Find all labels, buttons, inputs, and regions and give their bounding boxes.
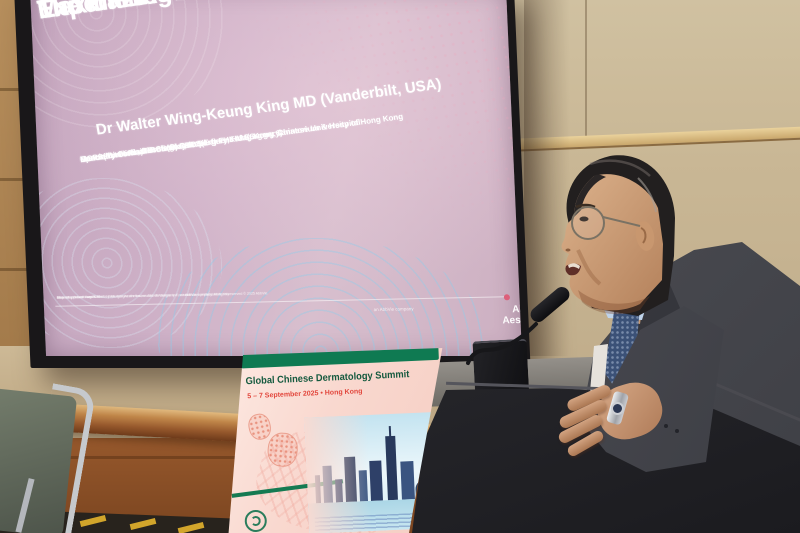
cuff-button — [664, 424, 668, 428]
hair-highlight — [589, 159, 651, 177]
glasses-temple — [602, 216, 641, 227]
face-skin — [561, 174, 663, 311]
nostril — [565, 248, 571, 252]
teeth — [568, 263, 580, 269]
jaw-shadow — [578, 290, 650, 315]
wall-seam — [585, 0, 587, 140]
hair-gray-streak — [637, 177, 657, 213]
glasses-lens — [571, 206, 605, 240]
cheek-shadow — [576, 249, 602, 286]
eye — [579, 216, 589, 222]
eyebrow — [575, 203, 596, 209]
speaker-head — [561, 155, 675, 316]
wall-groove — [0, 268, 46, 271]
ear-inner — [640, 227, 647, 244]
cuff-button — [675, 429, 679, 433]
wristwatch-face — [611, 402, 624, 415]
summit-banner: Global Chinese Dermatology Summit 5 – 7 … — [228, 348, 443, 533]
